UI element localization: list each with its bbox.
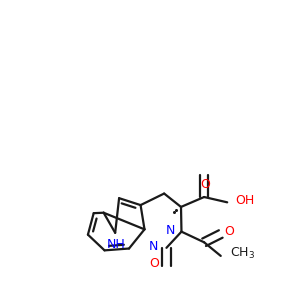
Text: N: N: [149, 240, 158, 253]
Text: NH: NH: [107, 238, 126, 251]
Text: OH: OH: [235, 194, 254, 207]
Text: O: O: [149, 257, 159, 271]
Text: CH$_3$: CH$_3$: [230, 246, 255, 261]
Text: O: O: [225, 225, 235, 238]
Text: N: N: [166, 224, 175, 237]
Text: O: O: [200, 178, 210, 191]
